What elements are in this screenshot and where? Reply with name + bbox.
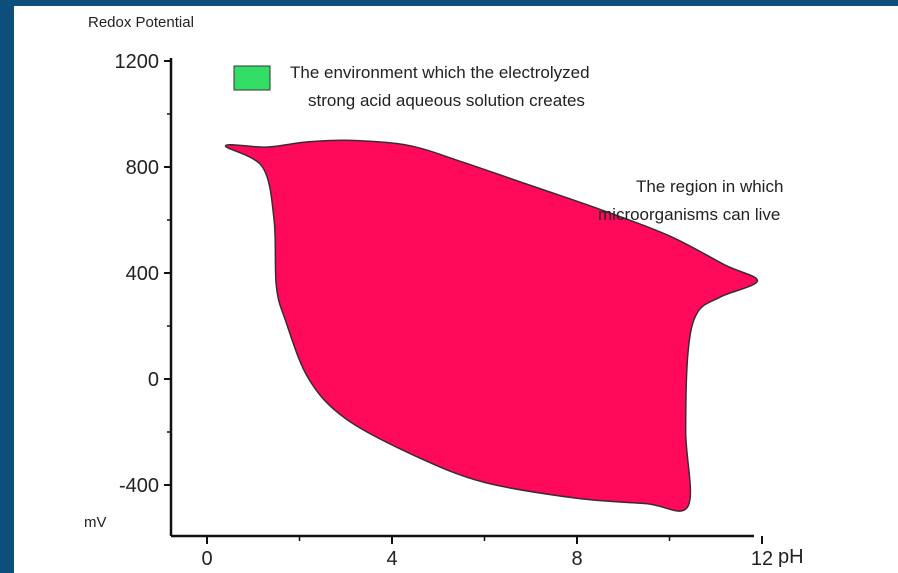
- y-tick-label: 400: [126, 263, 159, 285]
- y-tick-label: 0: [148, 369, 159, 391]
- legend-text-line2: strong acid aqueous solution creates: [308, 91, 585, 110]
- y-tick-label: 1200: [115, 51, 160, 73]
- y-unit-label: mV: [84, 514, 107, 531]
- x-tick-label: 12: [751, 548, 773, 570]
- x-tick-label: 0: [201, 548, 212, 570]
- y-tick-label: -400: [119, 475, 159, 497]
- legend-text-line1: The environment which the electrolyzed: [290, 63, 590, 82]
- y-axis-label: Redox Potential: [88, 14, 194, 31]
- x-tick-label: 8: [571, 548, 582, 570]
- legend-swatch: [233, 65, 271, 91]
- x-tick-label: 4: [386, 548, 397, 570]
- chart-panel: 1200 800 400 0 -400 0 4 8 12 Redox Potential mV …: [14, 6, 898, 573]
- annotation-line2: microorganisms can live: [598, 205, 780, 224]
- y-tick-label: 800: [126, 157, 159, 179]
- x-axis-label: pH: [778, 546, 804, 568]
- annotation-line1: The region in which: [636, 177, 783, 196]
- microorganism-region: [224, 139, 759, 512]
